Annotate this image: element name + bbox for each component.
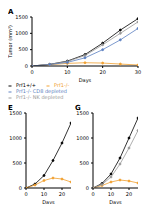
svg-text:1500: 1500 bbox=[15, 14, 28, 20]
html-text:A: A bbox=[8, 8, 14, 16]
html-text:Prf1+/+: Prf1+/+ bbox=[16, 82, 36, 88]
svg-text:500: 500 bbox=[18, 46, 28, 52]
html-text:E: E bbox=[8, 104, 13, 112]
svg-text:0: 0 bbox=[86, 185, 89, 191]
svg-text:0: 0 bbox=[30, 69, 33, 75]
svg-text:Tumor (mm³): Tumor (mm³) bbox=[8, 25, 13, 59]
svg-text:10: 10 bbox=[108, 191, 114, 197]
html-text:Prf1-/- CD8 depleted: Prf1-/- CD8 depleted bbox=[16, 88, 67, 94]
svg-text:Days: Days bbox=[109, 199, 122, 204]
svg-text:20: 20 bbox=[126, 191, 132, 197]
svg-text:10: 10 bbox=[64, 69, 70, 75]
svg-text:30: 30 bbox=[135, 69, 141, 75]
svg-text:20: 20 bbox=[59, 191, 65, 197]
svg-text:0: 0 bbox=[19, 185, 22, 191]
html-text:Prf1-/- NK depleted: Prf1-/- NK depleted bbox=[16, 94, 64, 100]
svg-text:1000: 1000 bbox=[76, 135, 89, 141]
svg-text:Days: Days bbox=[79, 77, 92, 84]
svg-text:0: 0 bbox=[91, 191, 94, 197]
svg-text:1500: 1500 bbox=[9, 110, 22, 116]
svg-text:500: 500 bbox=[12, 160, 22, 166]
svg-text:0: 0 bbox=[25, 63, 28, 69]
html-text:G: G bbox=[75, 104, 81, 112]
svg-text:20: 20 bbox=[99, 69, 105, 75]
svg-text:1000: 1000 bbox=[15, 30, 28, 36]
html-text:Prf1-/-: Prf1-/- bbox=[54, 82, 70, 88]
svg-text:Days: Days bbox=[42, 199, 55, 204]
svg-text:10: 10 bbox=[41, 191, 47, 197]
svg-text:500: 500 bbox=[79, 160, 89, 166]
svg-text:1500: 1500 bbox=[76, 110, 89, 116]
svg-text:0: 0 bbox=[24, 191, 27, 197]
svg-text:1000: 1000 bbox=[9, 135, 22, 141]
